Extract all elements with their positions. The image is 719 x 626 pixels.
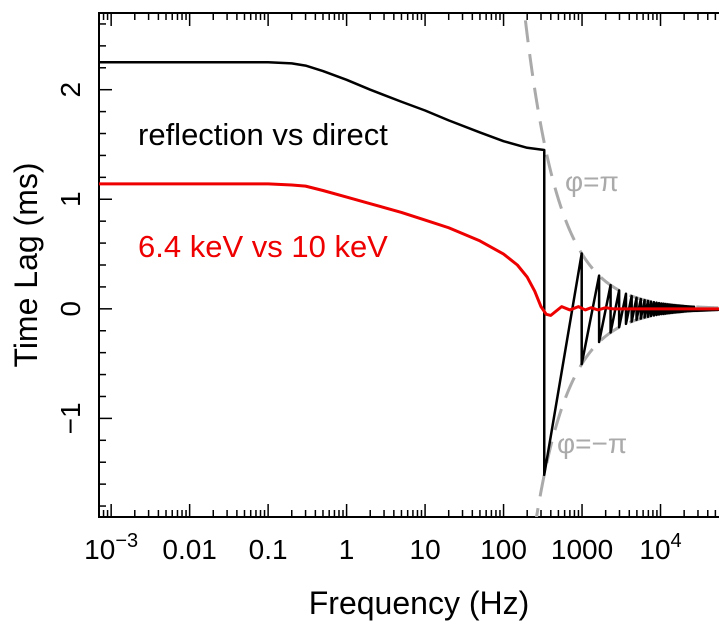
- y-axis-label: Time Lag (ms): [8, 162, 44, 367]
- x-tick-label: 10−3: [84, 530, 138, 565]
- series-6-4-kev-vs-10-kev: [99, 182, 719, 317]
- y-axis-tick-labels: −1 0 1 2: [55, 82, 86, 434]
- annotation-phi-pi: φ=π: [565, 166, 619, 197]
- series-line-red: [99, 182, 719, 317]
- x-axis-label: Frequency (Hz): [309, 585, 530, 621]
- x-tick-label: 0.01: [162, 534, 217, 565]
- x-tick-label: 100: [480, 534, 527, 565]
- x-tick-label: 104: [639, 530, 681, 565]
- annotation-6-4-kev-vs-10-kev: 6.4 keV vs 10 keV: [138, 229, 388, 264]
- x-tick-label: 1: [339, 534, 355, 565]
- phase-limit-pi: [523, 13, 719, 310]
- y-tick-label: 2: [55, 82, 86, 98]
- x-tick-label: 0.1: [249, 534, 288, 565]
- y-tick-label: −1: [55, 402, 86, 434]
- x-axis-tick-labels: 10−3 0.01 0.1 1 10 100 1000 104: [84, 530, 681, 565]
- x-tick-label: 10: [410, 534, 441, 565]
- phase-limit-minus-pi: [535, 308, 719, 517]
- x-tick-label: 1000: [551, 534, 613, 565]
- x-axis-ticks: [98, 13, 717, 517]
- y-axis-ticks: [99, 23, 112, 507]
- annotation-phi-minus-pi: φ=−π: [557, 428, 627, 459]
- y-tick-label: 0: [55, 301, 86, 317]
- annotation-reflection-vs-direct: reflection vs direct: [138, 117, 388, 152]
- y-tick-label: 1: [55, 191, 86, 207]
